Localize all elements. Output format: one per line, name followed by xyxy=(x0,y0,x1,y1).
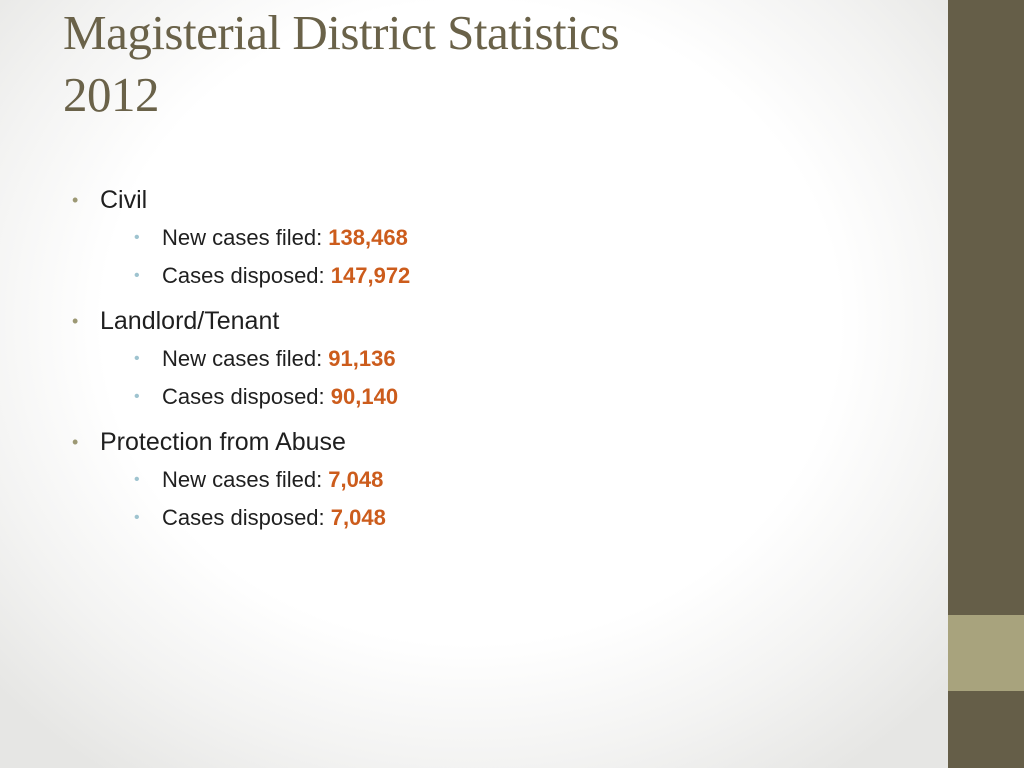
stat-value: 91,136 xyxy=(328,346,396,371)
sub-list-item: • New cases filed: 138,468 xyxy=(134,219,892,257)
side-accent-block xyxy=(948,615,1024,691)
slide-title: Magisterial District Statistics 2012 xyxy=(63,2,923,126)
list-item-landlord-tenant: • Landlord/Tenant • New cases filed: 91,… xyxy=(72,303,892,416)
stat-label: Cases disposed: xyxy=(162,384,331,409)
stat-label: New cases filed: xyxy=(162,225,329,250)
sub-list: • New cases filed: 138,468 • Cases dispo… xyxy=(100,219,892,295)
stat-value: 138,468 xyxy=(328,225,408,250)
bullet-icon: • xyxy=(134,388,140,405)
title-line-1: Magisterial District Statistics xyxy=(63,5,620,60)
sub-list-item: • Cases disposed: 7,048 xyxy=(134,499,892,537)
bullet-icon: • xyxy=(72,432,79,452)
sub-list-item: • New cases filed: 91,136 xyxy=(134,340,892,378)
bullet-list: • Civil • New cases filed: 138,468 • Cas… xyxy=(72,182,892,537)
sub-list-item: • New cases filed: 7,048 xyxy=(134,461,892,499)
stat-value: 7,048 xyxy=(330,505,386,530)
bullet-icon: • xyxy=(134,229,140,246)
list-item-protection-from-abuse: • Protection from Abuse • New cases file… xyxy=(72,424,892,537)
sub-list: • New cases filed: 7,048 • Cases dispose… xyxy=(100,461,892,537)
bullet-icon: • xyxy=(134,509,140,526)
stat-label: Cases disposed: xyxy=(162,263,331,288)
sub-list-item: • Cases disposed: 90,140 xyxy=(134,378,892,416)
stat-label: New cases filed: xyxy=(162,346,329,371)
stat-value: 147,972 xyxy=(330,263,411,288)
slide-content: • Civil • New cases filed: 138,468 • Cas… xyxy=(72,182,892,537)
list-item-civil: • Civil • New cases filed: 138,468 • Cas… xyxy=(72,182,892,295)
stat-value: 90,140 xyxy=(330,384,399,409)
stat-label: Cases disposed: xyxy=(162,505,331,530)
stat-label: New cases filed: xyxy=(162,467,329,492)
title-line-2: 2012 xyxy=(63,67,160,122)
bullet-icon: • xyxy=(72,190,79,210)
bullet-icon: • xyxy=(134,267,140,284)
bullet-icon: • xyxy=(134,350,140,367)
bullet-icon: • xyxy=(72,311,79,331)
sub-list: • New cases filed: 91,136 • Cases dispos… xyxy=(100,340,892,416)
bullet-icon: • xyxy=(134,471,140,488)
section-label: Landlord/Tenant xyxy=(100,307,280,335)
section-label: Civil xyxy=(100,186,148,214)
sub-list-item: • Cases disposed: 147,972 xyxy=(134,257,892,295)
stat-value: 7,048 xyxy=(328,467,384,492)
section-label: Protection from Abuse xyxy=(100,428,346,456)
